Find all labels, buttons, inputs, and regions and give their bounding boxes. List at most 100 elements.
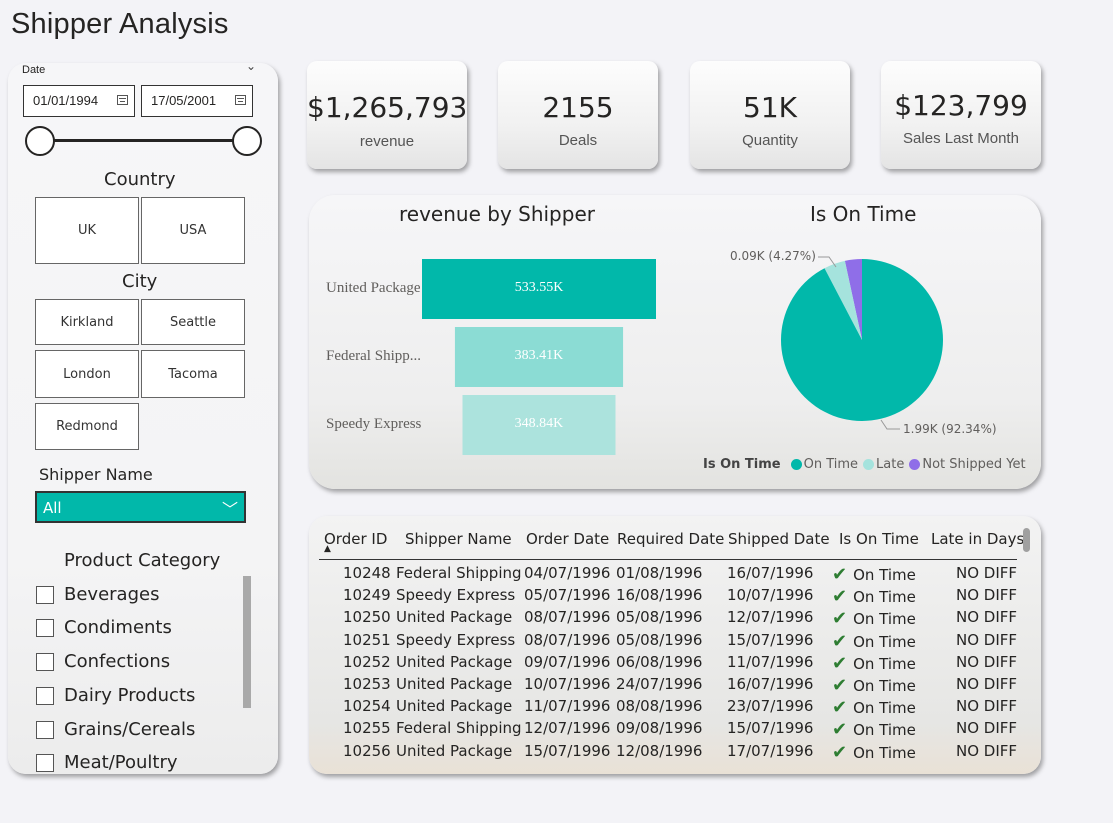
chevron-down-icon[interactable]: ⌄ <box>246 63 257 73</box>
table-row[interactable]: 10251 Speedy Express 08/07/1996 05/08/1996 1… <box>309 631 1029 653</box>
funnel-bar[interactable] <box>422 259 656 319</box>
legend-marker <box>909 459 921 470</box>
table-row[interactable]: 10254 United Package 11/07/1996 08/08/1996 2… <box>309 697 1029 719</box>
shipper-name-dropdown[interactable]: All ﹀ <box>35 491 246 523</box>
kpi-label: Deals <box>558 132 598 149</box>
required-date-cell: 12/08/1996 <box>616 741 703 760</box>
kpi-card-deals: 2155 Deals <box>498 61 658 169</box>
table-row[interactable]: 10250 United Package 08/07/1996 05/08/1996 1… <box>309 608 1029 630</box>
date-slider-end-handle[interactable] <box>232 126 262 156</box>
country-tile-usa[interactable]: USA <box>141 197 245 264</box>
order-id-cell: 10249 <box>343 586 391 605</box>
category-option-meat-poultry[interactable]: Meat/Poultry <box>36 752 178 773</box>
legend-marker <box>863 459 875 470</box>
category-option-grains-cereals[interactable]: Grains/Cereals <box>36 719 195 740</box>
city-tile-seattle[interactable]: Seattle <box>141 299 245 345</box>
required-date-cell: 09/08/1996 <box>616 719 703 738</box>
date-slider-start-handle[interactable] <box>25 126 55 156</box>
checkbox[interactable] <box>36 753 54 772</box>
column-header-required-date[interactable]: Required Date <box>617 530 725 548</box>
is-on-time-cell: ✔ On Time <box>832 653 916 674</box>
column-header-shipped-date[interactable]: Shipped Date <box>728 530 830 548</box>
city-tile-label: Tacoma <box>168 366 218 382</box>
calendar-icon[interactable] <box>235 95 246 105</box>
table-row[interactable]: 10253 United Package 10/07/1996 24/07/1996 1… <box>309 675 1029 697</box>
column-header-is-on-time[interactable]: Is On Time <box>839 530 919 548</box>
kpi-value: $1,265,793 <box>307 91 468 124</box>
checkbox[interactable] <box>36 618 54 637</box>
checkbox[interactable] <box>36 686 54 705</box>
city-tile-kirkland[interactable]: Kirkland <box>35 299 139 345</box>
date-range-slider-track[interactable] <box>38 139 248 142</box>
column-header-shipper-name[interactable]: Shipper Name <box>405 530 512 548</box>
pie-data-label-late: 0.09K (4.27%) <box>730 249 816 263</box>
funnel-bar[interactable] <box>454 327 624 387</box>
kpi-label: Quantity <box>742 132 798 149</box>
order-id-cell: 10254 <box>343 697 391 716</box>
country-tile-label: UK <box>77 223 97 238</box>
order-id-cell: 10253 <box>343 675 391 693</box>
checkmark-icon: ✔ <box>832 630 848 652</box>
late-in-days-cell: NO DIFF <box>956 719 1018 738</box>
table-scrollbar[interactable] <box>1023 528 1030 552</box>
checkmark-icon: ✔ <box>832 564 848 585</box>
table-row[interactable]: 10252 United Package 09/07/1996 06/08/1996 1… <box>309 653 1029 675</box>
checkbox[interactable] <box>36 720 54 739</box>
city-tile-label: Seattle <box>169 314 217 330</box>
pie-slice-late[interactable] <box>824 260 862 340</box>
table-row[interactable]: 10249 Speedy Express 05/07/1996 16/08/1996 1… <box>309 586 1029 608</box>
city-tile-tacoma[interactable]: Tacoma <box>141 350 245 398</box>
checkmark-icon: ✔ <box>832 675 848 696</box>
city-tile-label: Kirkland <box>60 314 114 330</box>
pie-data-label-on-time: 1.99K (92.34%) <box>903 422 997 436</box>
country-tile-uk[interactable]: UK <box>35 197 139 264</box>
city-tile-london[interactable]: London <box>35 350 139 398</box>
start-date-input[interactable]: 01/01/1994 <box>23 85 135 117</box>
shipper-name-cell: United Package <box>396 741 513 760</box>
calendar-icon[interactable] <box>117 95 128 105</box>
late-in-days-cell: NO DIFF <box>956 586 1018 605</box>
pie-slice-on-time[interactable] <box>781 259 944 421</box>
table-row[interactable]: 10256 United Package 15/07/1996 12/08/1996 1… <box>309 742 1029 764</box>
kpi-label: revenue <box>359 133 415 150</box>
pie-slice-not-shipped-yet[interactable] <box>844 259 862 340</box>
category-option-condiments[interactable]: Condiments <box>36 617 172 638</box>
category-option-label: Beverages <box>64 584 160 605</box>
category-list-scrollbar[interactable] <box>243 576 251 708</box>
column-header-order-id[interactable]: Order ID <box>324 530 388 548</box>
shipped-date-cell: 15/07/1996 <box>727 719 814 738</box>
legend-item-not-shipped-yet[interactable]: Not Shipped Yet <box>909 457 1026 472</box>
shipped-date-cell: 16/07/1996 <box>727 564 814 582</box>
table-row[interactable]: 10255 Federal Shipping 12/07/1996 09/08/199… <box>309 719 1029 741</box>
category-option-confections[interactable]: Confections <box>36 651 170 672</box>
legend-marker <box>790 459 802 470</box>
shipped-date-cell: 11/07/1996 <box>727 652 814 671</box>
category-option-beverages[interactable]: Beverages <box>36 584 159 605</box>
legend-item-on-time[interactable]: On Time <box>790 457 858 472</box>
city-tile-redmond[interactable]: Redmond <box>35 403 139 450</box>
order-date-cell: 05/07/1996 <box>524 586 611 605</box>
is-on-time-cell: ✔ On Time <box>832 586 916 607</box>
date-slicer-label: Date <box>22 64 46 76</box>
is-on-time-cell: ✔ On Time <box>832 697 916 718</box>
category-option-dairy-products[interactable]: Dairy Products <box>36 685 195 706</box>
checkbox[interactable] <box>36 652 54 671</box>
kpi-card-sales-last-month: $123,799 Sales Last Month <box>881 61 1041 169</box>
order-date-cell: 11/07/1996 <box>524 697 611 716</box>
shipper-name-cell: Federal Shipping <box>396 564 522 582</box>
funnel-bar[interactable] <box>462 395 616 455</box>
column-header-late-in-days[interactable]: Late in Days <box>931 530 1025 548</box>
charts-card: revenue by Shipper Is On Time United Pac… <box>309 195 1041 489</box>
order-id-cell: 10250 <box>343 608 391 627</box>
table-row[interactable]: 10248 Federal Shipping 04/07/1996 01/08/199… <box>309 564 1029 586</box>
end-date-input[interactable]: 17/05/2001 <box>141 85 253 117</box>
column-header-order-date[interactable]: Order Date <box>526 530 610 548</box>
category-option-label: Meat/Poultry <box>64 752 178 773</box>
legend-item-late[interactable]: Late <box>863 457 904 472</box>
is-on-time-value: On Time <box>853 699 916 718</box>
order-date-cell: 08/07/1996 <box>524 608 611 627</box>
checkbox[interactable] <box>36 585 54 604</box>
sort-ascending-icon[interactable]: ▲ <box>324 544 331 554</box>
is-on-time-value: On Time <box>853 654 916 673</box>
shipper-name-cell: United Package <box>396 652 513 671</box>
